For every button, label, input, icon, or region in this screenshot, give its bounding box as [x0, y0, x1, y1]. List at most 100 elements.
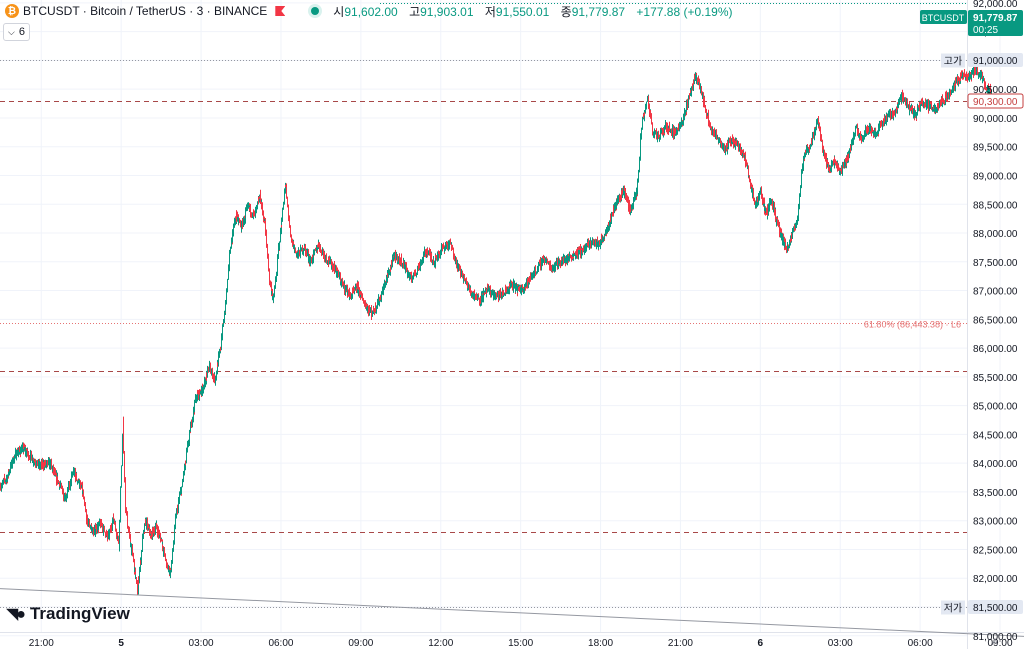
candle-body	[74, 470, 75, 475]
candle-body	[740, 145, 741, 152]
candle-body	[857, 132, 858, 135]
candle-body	[578, 248, 579, 250]
candle-body	[273, 297, 274, 300]
candle-body	[803, 162, 804, 169]
candle-body	[339, 275, 340, 279]
candle-body	[212, 374, 213, 377]
candle-body	[240, 223, 241, 225]
candle-body	[895, 110, 896, 112]
candle-body	[178, 500, 179, 502]
candle-body	[528, 278, 529, 282]
candle-body	[409, 274, 410, 278]
candle-body	[874, 131, 875, 134]
candle-body	[347, 292, 348, 295]
candle-body	[224, 312, 225, 321]
candle-body	[182, 479, 183, 482]
candle-body	[698, 78, 699, 82]
candle-body	[627, 199, 628, 202]
candle-body	[854, 133, 855, 137]
candle-body	[419, 264, 420, 268]
candle-body	[747, 167, 748, 169]
candle-body	[63, 491, 64, 498]
candle-body	[137, 591, 138, 595]
indicator-toggle-button[interactable]: ⌵ 6	[3, 23, 30, 41]
time-tick-label: 03:00	[189, 638, 214, 649]
candle-body	[282, 209, 283, 211]
candle-body	[245, 210, 246, 214]
price-tick-label: 85,500.00	[973, 373, 1018, 384]
symbol-title[interactable]: BTCUSDT · Bitcoin / TetherUS · 3 · BINAN…	[23, 4, 268, 18]
candle-body	[191, 421, 192, 426]
candle-body	[415, 272, 416, 274]
candle-body	[885, 117, 886, 122]
candle-body	[51, 463, 52, 467]
candle-body	[513, 282, 514, 284]
candle-body	[428, 250, 429, 254]
candle-body	[372, 313, 373, 315]
candle-body	[291, 237, 292, 240]
candle-body	[319, 248, 320, 250]
candle-body	[189, 430, 190, 437]
candle-body	[568, 259, 569, 261]
candle-body	[115, 524, 116, 530]
candle-body	[807, 149, 808, 151]
candle-body	[708, 120, 709, 124]
candle-body	[802, 166, 803, 168]
candle-body	[849, 151, 850, 159]
candle-body	[356, 289, 357, 292]
candle-body	[295, 248, 296, 251]
tradingview-logo[interactable]: ◥● TradingView	[6, 604, 130, 624]
candle-body	[229, 252, 230, 262]
candle-body	[231, 240, 232, 249]
candle-body	[831, 162, 832, 169]
candle-body	[366, 305, 367, 307]
candle-body	[138, 587, 139, 595]
candle-body	[237, 214, 238, 217]
candle-body	[780, 229, 781, 231]
candle-body	[525, 283, 526, 287]
candle-body	[72, 474, 73, 476]
candle-body	[706, 112, 707, 115]
flag-icon[interactable]	[275, 6, 286, 16]
candle-body	[480, 296, 481, 302]
candle-body	[450, 242, 451, 245]
candle-body	[930, 104, 931, 106]
candle-body	[553, 266, 554, 269]
candle-body	[185, 461, 186, 463]
candle-body	[464, 277, 465, 281]
candle-body	[448, 241, 449, 245]
candle-body	[827, 161, 828, 167]
fib-level-label: 61.80% (86,443.38) · L6	[864, 320, 961, 330]
candle-body	[991, 91, 992, 94]
candle-body	[449, 241, 450, 247]
candle-body	[862, 137, 863, 139]
candle-body	[25, 450, 26, 453]
candle-body	[30, 453, 31, 460]
candle-body	[908, 106, 909, 108]
time-tick-label: 06:00	[908, 638, 933, 649]
candle-body	[425, 250, 426, 255]
candle-body	[491, 292, 492, 296]
candle-body	[886, 116, 887, 121]
candle-body	[493, 293, 494, 298]
candle-body	[681, 122, 682, 126]
candle-body	[48, 459, 49, 461]
candle-body	[597, 243, 598, 245]
candle-body	[41, 462, 42, 466]
candle-body	[406, 269, 407, 271]
time-axis: 21:00 5 03:00 06:00 09:00 12:00 15:00 18:00 21:0…	[29, 638, 1013, 649]
candle-body	[344, 286, 345, 292]
candle-body	[190, 425, 191, 432]
candle-body	[33, 462, 34, 464]
candle-body	[922, 98, 923, 105]
auto-scale-button[interactable]: A	[992, 637, 999, 647]
candle-body	[116, 533, 117, 537]
candle-body	[607, 225, 608, 232]
candle-body	[674, 129, 675, 134]
candle-body	[29, 457, 30, 459]
candle-body	[616, 202, 617, 208]
candle-body	[254, 212, 255, 217]
candle-body	[953, 84, 954, 91]
candle-body	[82, 492, 83, 494]
